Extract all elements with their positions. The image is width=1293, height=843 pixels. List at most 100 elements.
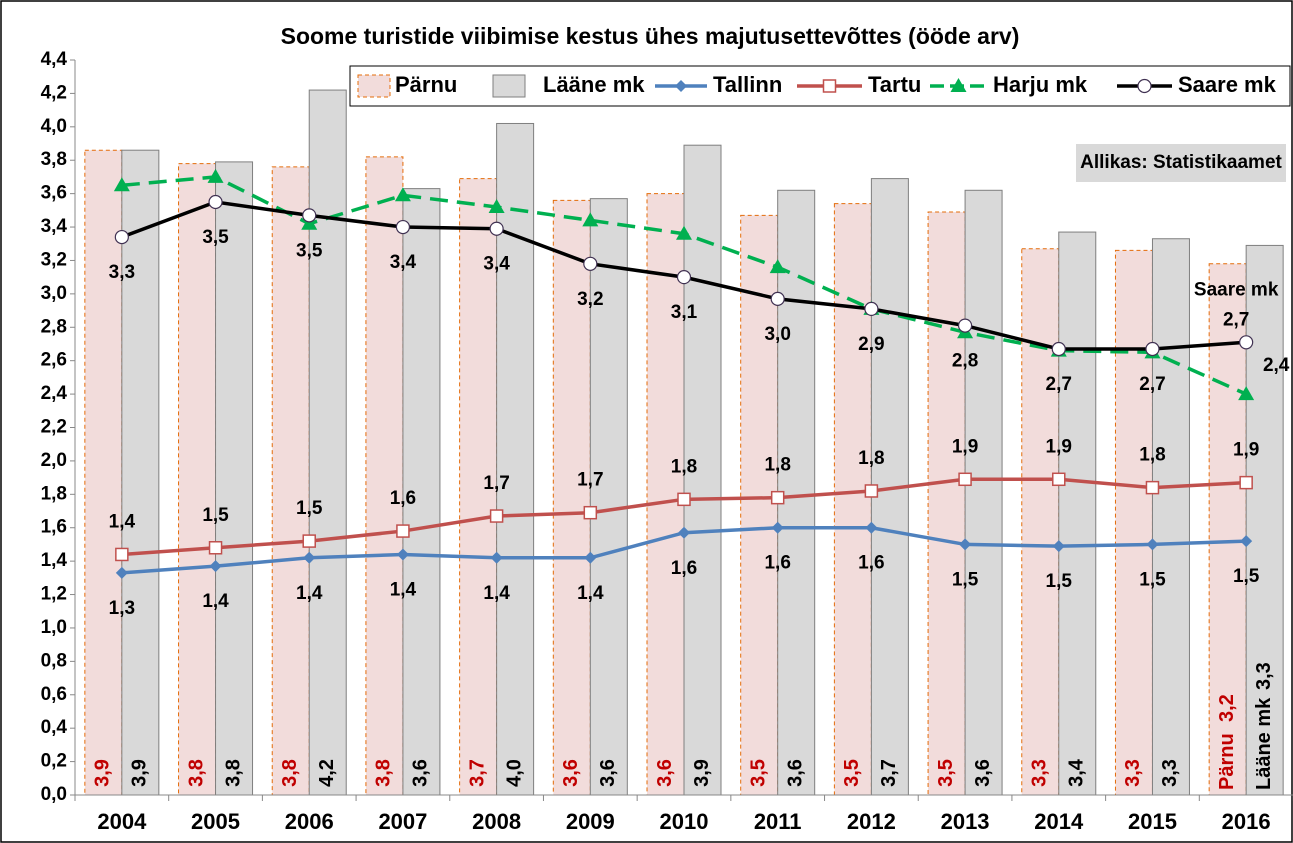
y-tick-label: 3,8	[41, 149, 67, 170]
y-tick-label: 4,2	[41, 82, 67, 103]
x-tick-label: 2015	[1128, 809, 1177, 834]
marker	[582, 212, 599, 227]
x-tick-label: 2016	[1222, 809, 1271, 834]
marker	[209, 560, 222, 573]
bar-value-label: 3,4	[1066, 758, 1088, 787]
marker	[394, 187, 411, 202]
legend-label: Saare mk	[1178, 72, 1277, 97]
line-value-label: 1,4	[577, 583, 604, 604]
marker	[208, 194, 223, 210]
line-value-label: 3,2	[577, 289, 603, 310]
y-tick-label: 1,4	[41, 550, 68, 571]
marker	[207, 168, 224, 183]
marker	[1052, 540, 1065, 553]
x-tick-label: 2009	[566, 809, 615, 834]
marker	[115, 566, 128, 579]
marker	[1145, 480, 1160, 495]
marker	[395, 219, 411, 235]
bar-value-label: 3,6	[410, 759, 432, 787]
marker	[114, 229, 129, 245]
bar	[215, 161, 254, 796]
marker	[301, 215, 318, 230]
bar	[1021, 248, 1060, 796]
bar	[1208, 263, 1247, 796]
line-value-label: 2,4	[1263, 355, 1290, 376]
legend-label: Pärnu	[395, 72, 457, 97]
line-value-label: 3,4	[390, 252, 417, 273]
y-tick-label: 2,0	[41, 450, 67, 471]
y-tick-label: 1,0	[41, 617, 67, 638]
marker	[675, 80, 687, 92]
bar	[1151, 238, 1190, 796]
marker	[769, 259, 786, 274]
bar-value-label: 3,8	[222, 759, 244, 787]
bar-series-label: Pärnu	[1216, 733, 1238, 790]
line-value-label: 1,4	[296, 583, 323, 604]
bar-value-label: 4,0	[503, 759, 525, 787]
y-tick-label: 2,6	[41, 350, 67, 371]
y-tick-label: 4,0	[41, 116, 67, 137]
x-tick-label: 2007	[378, 809, 427, 834]
marker	[959, 538, 972, 551]
marker	[1238, 386, 1255, 401]
bar-value-label: 3,9	[129, 759, 151, 787]
bar	[683, 144, 722, 796]
series-label: Saare mk	[1194, 279, 1279, 300]
bar-value-label: 3,6	[597, 759, 619, 787]
line-value-label: 1,5	[1046, 571, 1073, 592]
marker	[957, 318, 973, 333]
y-tick-label: 2,2	[41, 417, 67, 438]
y-tick-label: 0,0	[41, 784, 67, 805]
annotation: Allikas: Statistikaamet	[1080, 152, 1282, 173]
marker	[113, 177, 130, 192]
legend-label: Tallinn	[713, 72, 782, 97]
bar-value-label: 3,7	[466, 759, 488, 787]
y-tick-label: 2,4	[41, 383, 68, 404]
y-tick-label: 2,8	[41, 316, 67, 337]
x-tick-label: 2010	[660, 809, 709, 834]
line-value-label: 3,0	[764, 324, 790, 345]
line-value-label: 1,4	[202, 591, 229, 612]
marker	[676, 225, 692, 240]
marker	[489, 509, 504, 523]
legend-swatch	[492, 74, 526, 98]
y-tick-label: 1,8	[41, 483, 67, 504]
marker	[583, 256, 598, 271]
bar-value-label: 3,5	[841, 759, 863, 787]
y-tick-label: 1,2	[41, 584, 67, 605]
legend-label: Lääne mk	[543, 72, 645, 97]
marker	[490, 551, 503, 564]
bar	[964, 189, 1003, 796]
y-tick-label: 0,2	[41, 751, 67, 772]
marker	[303, 551, 316, 564]
bar-value-label: 4,2	[316, 759, 338, 787]
line-value-label: 3,5	[296, 240, 323, 261]
marker	[1146, 538, 1159, 551]
bar-value-label: 3,6	[560, 759, 582, 787]
y-tick-label: 0,6	[41, 684, 67, 705]
line-value-label: 2,8	[952, 351, 978, 372]
marker	[302, 534, 316, 548]
line-value-label: 1,4	[390, 579, 417, 600]
bar-value-label: 3,9	[92, 759, 114, 787]
bar-value-label: 3,3	[1159, 759, 1181, 787]
line-value-label: 1,3	[109, 598, 135, 619]
marker	[1137, 78, 1152, 94]
marker	[1145, 341, 1160, 357]
bar	[833, 203, 872, 796]
bar-value-label: 3,9	[691, 759, 713, 787]
marker	[822, 79, 837, 93]
bar	[84, 149, 123, 796]
marker	[677, 492, 691, 507]
line-value-label: 3,1	[671, 302, 698, 323]
line-value-label: 3,5	[202, 227, 229, 248]
marker	[1240, 535, 1253, 548]
y-tick-label: 0,4	[41, 717, 68, 738]
bar-value-label: 3,8	[279, 759, 301, 787]
x-tick-label: 2013	[941, 809, 990, 834]
line-value-label: 1,4	[483, 583, 510, 604]
bar-value-label: 3,5	[747, 759, 769, 787]
bar-value-label: 3,6	[654, 759, 676, 787]
line-value-label: 1,6	[858, 553, 884, 574]
